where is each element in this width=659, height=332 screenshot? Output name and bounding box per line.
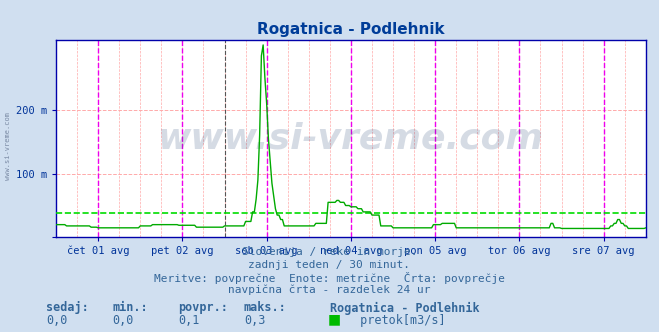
Text: Meritve: povprečne  Enote: metrične  Črta: povprečje: Meritve: povprečne Enote: metrične Črta:… [154,272,505,284]
Text: povpr.:: povpr.: [178,301,228,314]
Text: 0,1: 0,1 [178,314,199,327]
Text: 0,0: 0,0 [46,314,67,327]
Text: www.si-vreme.com: www.si-vreme.com [5,112,11,180]
Text: zadnji teden / 30 minut.: zadnji teden / 30 minut. [248,260,411,270]
Text: 0,0: 0,0 [112,314,133,327]
Text: Rogatnica - Podlehnik: Rogatnica - Podlehnik [330,301,479,314]
Text: www.si-vreme.com: www.si-vreme.com [158,122,544,156]
Text: min.:: min.: [112,301,148,314]
Text: Slovenija / reke in morje.: Slovenija / reke in morje. [242,247,417,257]
Text: maks.:: maks.: [244,301,287,314]
Text: navpična črta - razdelek 24 ur: navpična črta - razdelek 24 ur [228,284,431,295]
Text: ■: ■ [328,313,341,327]
Text: 0,3: 0,3 [244,314,265,327]
Text: sedaj:: sedaj: [46,301,89,314]
Title: Rogatnica - Podlehnik: Rogatnica - Podlehnik [257,22,445,37]
Text: pretok[m3/s]: pretok[m3/s] [353,314,445,327]
